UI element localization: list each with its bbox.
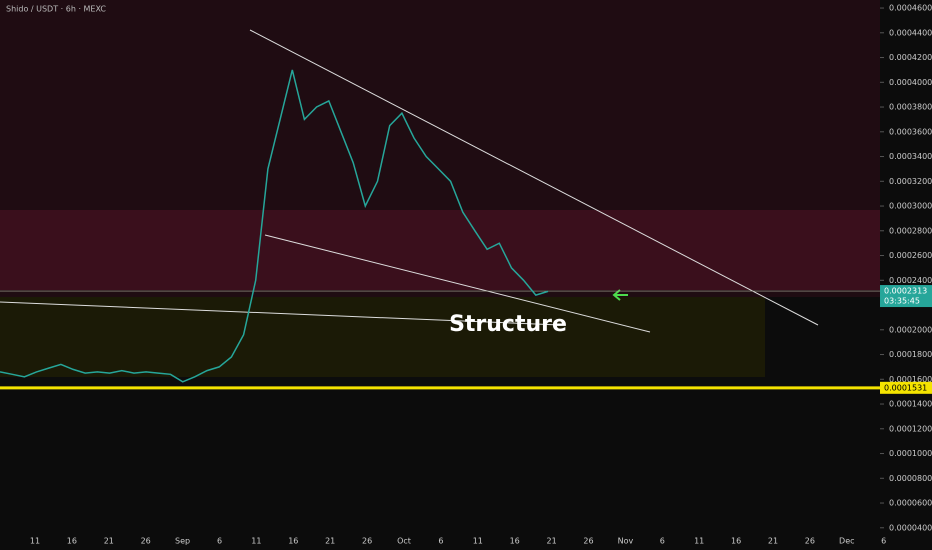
y-tick-label: 0.0001400 xyxy=(889,400,932,409)
y-tick-label: 0.0004200 xyxy=(889,53,932,62)
x-tick-label: Dec xyxy=(839,537,854,546)
price-axis xyxy=(880,0,932,550)
y-tick-label: 0.0003800 xyxy=(889,103,932,112)
y-tick-label: 0.0004600 xyxy=(889,4,932,13)
x-tick-label: Nov xyxy=(618,537,634,546)
y-tick-label: 0.0003400 xyxy=(889,152,932,161)
countdown: 03:35:45 xyxy=(884,297,920,306)
price-tag xyxy=(880,381,932,394)
y-tick-label: 0.0000400 xyxy=(889,523,932,532)
x-tick-label: 26 xyxy=(362,537,372,546)
y-tick-label: 0.0002400 xyxy=(889,276,932,285)
x-tick-label: 6 xyxy=(438,537,443,546)
annotation: Structure xyxy=(449,312,567,337)
y-tick-label: 0.0001600 xyxy=(889,375,932,384)
x-tick-label: 16 xyxy=(67,537,77,546)
price-line xyxy=(0,69,549,383)
price-tag-label: 0.0002313 xyxy=(884,287,927,296)
x-tick-label: 16 xyxy=(731,537,741,546)
price-tag-label: 0.0001531 xyxy=(884,383,927,392)
resistance-zone xyxy=(0,210,880,290)
x-tick-label: 16 xyxy=(288,537,298,546)
y-tick-label: 0.0000800 xyxy=(889,474,932,483)
y-tick-label: 0.0000600 xyxy=(889,499,932,508)
trendline xyxy=(249,29,819,326)
x-tick-label: 11 xyxy=(30,537,40,546)
y-tick-label: 0.0003600 xyxy=(889,127,932,136)
chart-title: Shido / USDT · 6h · MEXC xyxy=(6,5,106,14)
x-tick-label: Sep xyxy=(175,537,190,546)
x-tick-label: 26 xyxy=(583,537,593,546)
x-tick-label: 11 xyxy=(251,537,261,546)
trendline xyxy=(264,234,651,333)
x-tick-label: 21 xyxy=(325,537,335,546)
x-tick-label: 6 xyxy=(881,537,886,546)
arrow xyxy=(612,289,621,301)
x-tick-label: 21 xyxy=(547,537,557,546)
structure-zone xyxy=(0,297,765,377)
y-tick-label: 0.0002000 xyxy=(889,325,932,334)
y-tick-label: 0.0004000 xyxy=(889,78,932,87)
y-tick-label: 0.0003000 xyxy=(889,202,932,211)
x-tick-label: Oct xyxy=(397,537,411,546)
y-tick-label: 0.0003200 xyxy=(889,177,932,186)
y-tick-label: 0.0001200 xyxy=(889,424,932,433)
y-tick-label: 0.0004400 xyxy=(889,28,932,37)
y-tick-label: 0.0002600 xyxy=(889,251,932,260)
x-tick-label: 6 xyxy=(660,537,665,546)
x-tick-label: 11 xyxy=(694,537,704,546)
x-tick-label: 6 xyxy=(217,537,222,546)
y-tick-label: 0.0001800 xyxy=(889,350,932,359)
trendline xyxy=(0,301,561,326)
y-tick-label: 0.0001000 xyxy=(889,449,932,458)
price-tag xyxy=(880,285,932,308)
x-tick-label: 21 xyxy=(768,537,778,546)
x-tick-label: 16 xyxy=(510,537,520,546)
x-tick-label: 26 xyxy=(805,537,815,546)
x-tick-label: 26 xyxy=(141,537,151,546)
y-tick-label: 0.0002800 xyxy=(889,226,932,235)
x-tick-label: 21 xyxy=(104,537,114,546)
x-tick-label: 11 xyxy=(473,537,483,546)
